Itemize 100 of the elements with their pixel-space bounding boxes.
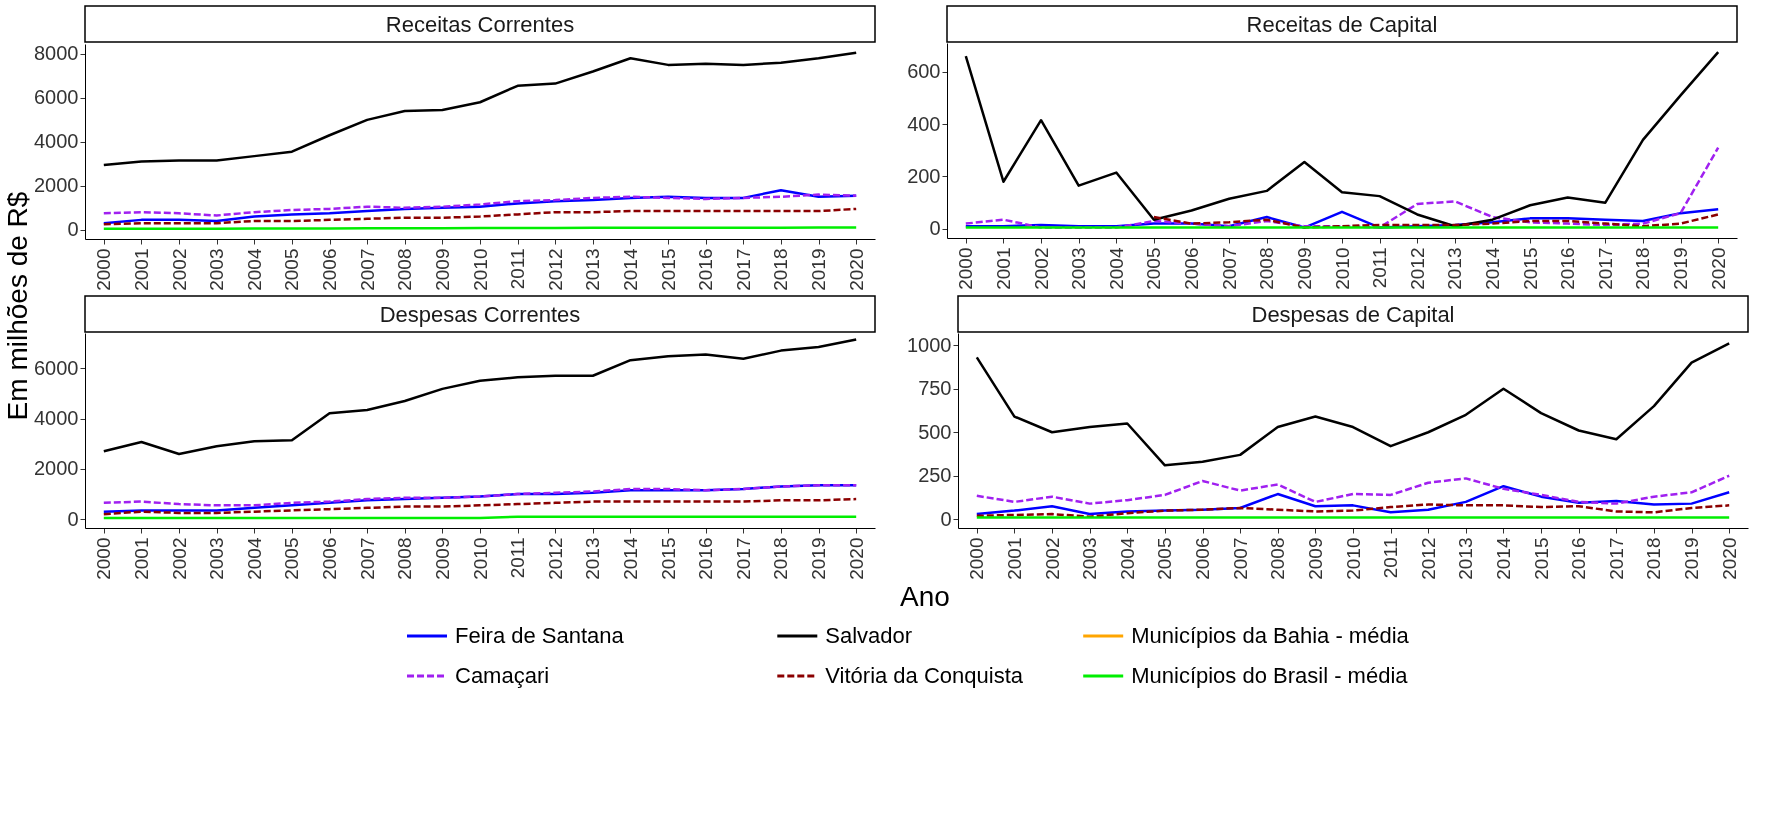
x-tick-label: 2007: [356, 248, 378, 291]
x-tick-label: 2018: [770, 537, 792, 580]
x-tick-label: 2012: [1417, 537, 1439, 580]
x-tick-label: 2011: [507, 537, 529, 579]
x-tick-label: 2009: [1304, 537, 1326, 580]
y-tick-label: 200: [907, 164, 941, 187]
x-tick-label: 2000: [93, 537, 115, 580]
x-tick-label: 2002: [168, 537, 190, 580]
line-series: [102, 483, 858, 507]
legend-label: Salvador: [825, 623, 913, 648]
line-series: [975, 503, 1731, 518]
x-tick-label: 2013: [1455, 537, 1477, 580]
line-series: [1152, 213, 1720, 229]
x-tick-label: 2006: [319, 248, 341, 291]
x-tick-label: 2012: [1406, 247, 1428, 290]
x-tick-label: 2020: [845, 248, 867, 291]
x-tick-label: 2019: [808, 248, 830, 291]
y-tick-label: 0: [940, 507, 952, 530]
x-tick-label: 2007: [1229, 537, 1251, 580]
x-tick-label: 2005: [1143, 247, 1165, 290]
x-tick-label: 2001: [1003, 537, 1025, 580]
legend-label: Feira de Santana: [455, 623, 625, 648]
line-series: [975, 342, 1731, 467]
y-tick-label: 0: [67, 218, 79, 241]
x-tick-label: 2010: [469, 537, 491, 580]
x-tick-label: 2016: [1568, 537, 1590, 580]
x-tick-label: 2020: [845, 537, 867, 580]
x-tick-label: 2020: [1707, 247, 1729, 290]
y-tick-label: 600: [907, 60, 941, 83]
x-tick-label: 2009: [431, 537, 453, 580]
chart-title: Receitas Correntes: [385, 12, 575, 37]
x-tick-label: 2008: [1267, 537, 1289, 580]
x-tick-label: 2011: [1380, 537, 1402, 579]
x-tick-label: 2001: [992, 247, 1014, 290]
y-tick-label: 0: [929, 217, 941, 240]
y-tick-label: 750: [918, 377, 952, 400]
x-tick-label: 2004: [1116, 537, 1138, 580]
y-tick-label: 1000: [907, 333, 952, 356]
x-tick-label: 2014: [619, 537, 641, 580]
x-tick-label: 2015: [657, 537, 679, 580]
y-axis-title: Em milhões de R$: [2, 191, 33, 421]
x-tick-label: 2008: [394, 248, 416, 291]
legend-label: Municípios da Bahia - média: [1131, 623, 1410, 648]
x-tick-label: 2000: [966, 537, 988, 580]
line-series: [102, 338, 858, 456]
line-series: [102, 51, 858, 167]
chart-title: Despesas Correntes: [379, 302, 581, 327]
x-tick-label: 2008: [1256, 247, 1278, 290]
x-tick-label: 2018: [1643, 537, 1665, 580]
legend-label: Municípios do Brasil - média: [1131, 663, 1409, 688]
y-tick-label: 0: [67, 507, 79, 530]
x-tick-label: 2004: [1105, 247, 1127, 290]
x-tick-label: 2012: [544, 248, 566, 291]
x-tick-label: 2004: [243, 537, 265, 580]
x-tick-label: 2012: [544, 537, 566, 580]
x-tick-label: 2009: [431, 248, 453, 291]
x-tick-label: 2019: [808, 537, 830, 580]
y-tick-label: 8000: [34, 42, 79, 65]
y-tick-label: 250: [918, 464, 952, 487]
y-tick-label: 400: [907, 112, 941, 135]
y-tick-label: 500: [918, 420, 952, 443]
x-tick-label: 2005: [281, 248, 303, 291]
chart-title: Despesas de Capital: [1251, 302, 1455, 327]
x-tick-label: 2004: [243, 248, 265, 291]
x-tick-label: 2007: [1218, 247, 1240, 290]
x-tick-label: 2008: [394, 537, 416, 580]
line-series: [102, 207, 858, 226]
x-tick-label: 2002: [168, 248, 190, 291]
x-tick-label: 2011: [507, 248, 529, 290]
x-tick-label: 2003: [1079, 537, 1101, 580]
x-tick-label: 2013: [582, 537, 604, 580]
x-tick-label: 2019: [1670, 247, 1692, 290]
x-tick-label: 2002: [1041, 537, 1063, 580]
x-tick-label: 2006: [1192, 537, 1214, 580]
x-tick-label: 2006: [1181, 247, 1203, 290]
y-tick-label: 2000: [34, 457, 79, 480]
x-tick-label: 2010: [1331, 247, 1353, 290]
x-tick-label: 2011: [1369, 247, 1391, 289]
x-tick-label: 2010: [1342, 537, 1364, 580]
x-axis-title: Ano: [900, 581, 950, 612]
x-tick-label: 2009: [1293, 247, 1315, 290]
x-tick-label: 2013: [1444, 247, 1466, 290]
x-tick-label: 2015: [657, 248, 679, 291]
line-series: [964, 50, 1720, 228]
legend-label: Vitória da Conquista: [825, 663, 1024, 688]
x-tick-label: 2007: [356, 537, 378, 580]
x-tick-label: 2001: [130, 248, 152, 291]
x-tick-label: 2003: [1068, 247, 1090, 290]
line-series: [102, 497, 858, 516]
x-tick-label: 2002: [1030, 247, 1052, 290]
y-tick-label: 6000: [34, 356, 79, 379]
x-tick-label: 2000: [93, 248, 115, 291]
y-tick-label: 4000: [34, 130, 79, 153]
x-tick-label: 2014: [619, 248, 641, 291]
x-tick-label: 2020: [1718, 537, 1740, 580]
x-tick-label: 2018: [770, 248, 792, 291]
x-tick-label: 2016: [695, 248, 717, 291]
x-tick-label: 2003: [206, 537, 228, 580]
x-tick-label: 2005: [281, 537, 303, 580]
x-tick-label: 2018: [1632, 247, 1654, 290]
